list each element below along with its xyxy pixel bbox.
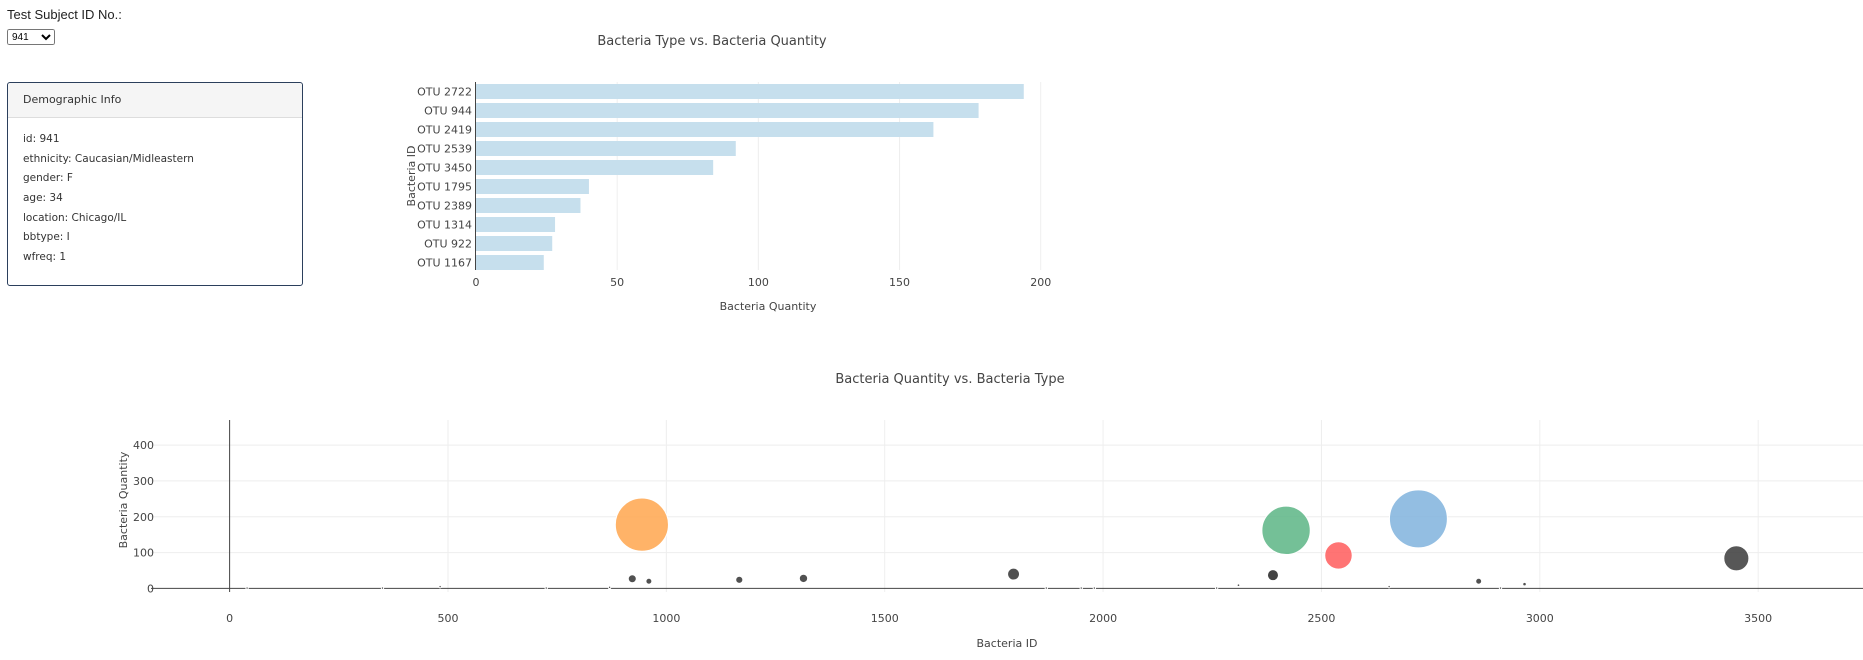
bubble (1007, 567, 1021, 581)
bar (476, 255, 544, 270)
bar (476, 179, 589, 194)
bubble (544, 586, 548, 590)
bubble (1214, 586, 1219, 590)
bubble (380, 586, 385, 590)
bar-category-label: OTU 922 (424, 238, 472, 251)
bubble-x-tick-label: 1500 (871, 612, 899, 625)
bubble (607, 585, 612, 590)
demographic-info-panel: Demographic Info id: 941 ethnicity: Cauc… (7, 82, 303, 286)
bubble-y-tick-label: 100 (133, 547, 154, 560)
bar-x-tick-label: 0 (473, 276, 480, 289)
bar (476, 217, 556, 232)
bar-category-label: OTU 1314 (417, 219, 472, 232)
bubble (1723, 545, 1750, 572)
bubble (1079, 586, 1083, 590)
bubble-x-tick-label: 1000 (652, 612, 680, 625)
bubble-chart-ylabel: Bacteria Quantity (117, 451, 130, 548)
bubble-x-tick-label: 2000 (1089, 612, 1117, 625)
demo-row-id: id: 941 (23, 133, 60, 145)
bar-category-label: OTU 2722 (417, 86, 472, 99)
bubble-chart-x-tick-labels: 0 500 1000 1500 2000 2500 3000 3500 (226, 612, 1772, 625)
demo-row-wfreq: wfreq: 1 (23, 251, 67, 264)
bubble (1388, 489, 1448, 549)
bar-category-label: OTU 2389 (417, 200, 472, 213)
bubble (1498, 586, 1503, 590)
bar-category-label: OTU 1795 (417, 181, 472, 194)
demo-row-age: age: 34 (23, 192, 63, 205)
bubble (1387, 584, 1391, 589)
bar-chart-bars (476, 84, 1024, 270)
bar-chart-x-tick-labels: 0 50 100 150 200 (473, 276, 1052, 289)
subject-id-label: Test Subject ID No.: (7, 7, 122, 22)
bubble-chart-y-tick-labels: 0 100 200 300 400 (133, 439, 154, 595)
bubble (614, 497, 669, 552)
bubble-x-tick-label: 3000 (1526, 612, 1554, 625)
bubble (1266, 569, 1279, 582)
bar-category-label: OTU 2539 (417, 143, 472, 156)
bubble (645, 577, 653, 585)
bubble-chart: Bacteria Quantity vs. Bacteria Type Bact… (117, 372, 1863, 650)
bubble (1092, 586, 1097, 590)
bubble-x-tick-label: 0 (226, 612, 233, 625)
bar-chart-category-labels: OTU 2722 OTU 944 OTU 2419 OTU 2539 OTU 3450 O… (417, 86, 472, 270)
bubble (438, 584, 442, 589)
bubble (1475, 577, 1483, 585)
bar-category-label: OTU 1167 (417, 257, 472, 270)
bubble (798, 573, 809, 584)
bubble-y-tick-label: 200 (133, 511, 154, 524)
bubble-chart-grid (151, 420, 1863, 592)
bar-x-tick-label: 50 (610, 276, 624, 289)
bubble-x-tick-label: 2500 (1307, 612, 1335, 625)
demographic-info-body: id: 941 ethnicity: Caucasian/Midleastern… (8, 118, 302, 280)
bubble (1324, 541, 1353, 570)
bar (476, 160, 714, 175)
bar (476, 198, 581, 213)
bar-category-label: OTU 2419 (417, 124, 472, 137)
demographic-info-heading: Demographic Info (8, 83, 302, 118)
bar (476, 103, 979, 118)
bar-chart-ylabel: Bacteria ID (405, 146, 418, 207)
bubble-y-tick-label: 0 (147, 582, 154, 595)
bubble (1261, 505, 1311, 556)
bar-category-label: OTU 3450 (417, 162, 472, 175)
bar (476, 236, 553, 251)
bubble-y-tick-label: 300 (133, 475, 154, 488)
bar-x-tick-label: 200 (1030, 276, 1051, 289)
bubble-x-tick-label: 3500 (1744, 612, 1772, 625)
demo-row-gender: gender: F (23, 172, 73, 185)
bar-x-tick-label: 100 (748, 276, 769, 289)
bubble-x-tick-label: 500 (437, 612, 458, 625)
bubble (245, 586, 249, 590)
bubble (1236, 583, 1241, 588)
bar-x-tick-label: 150 (889, 276, 910, 289)
bar-category-label: OTU 944 (424, 105, 472, 118)
bubble (627, 574, 637, 584)
bar-chart: Bacteria Type vs. Bacteria Quantity Bact… (405, 34, 1052, 313)
demo-row-bbtype: bbtype: I (23, 231, 70, 244)
bubble-chart-xlabel: Bacteria ID (977, 637, 1038, 650)
bubble-chart-axes (151, 420, 1863, 592)
bubble-y-tick-label: 400 (133, 439, 154, 452)
bubble-chart-title: Bacteria Quantity vs. Bacteria Type (835, 372, 1064, 387)
bar (476, 141, 736, 156)
bubble (735, 575, 744, 584)
demo-row-ethnicity: ethnicity: Caucasian/Midleastern (23, 152, 194, 165)
bar (476, 84, 1024, 99)
bubble (1522, 581, 1527, 587)
bar (476, 122, 934, 137)
bar-chart-title: Bacteria Type vs. Bacteria Quantity (597, 34, 827, 49)
bar-chart-xlabel: Bacteria Quantity (720, 300, 817, 313)
bubble (1044, 586, 1049, 590)
bubble-chart-bubbles (245, 489, 1750, 590)
demo-row-location: location: Chicago/IL (23, 211, 127, 224)
subject-id-select[interactable]: 941 (7, 29, 55, 45)
